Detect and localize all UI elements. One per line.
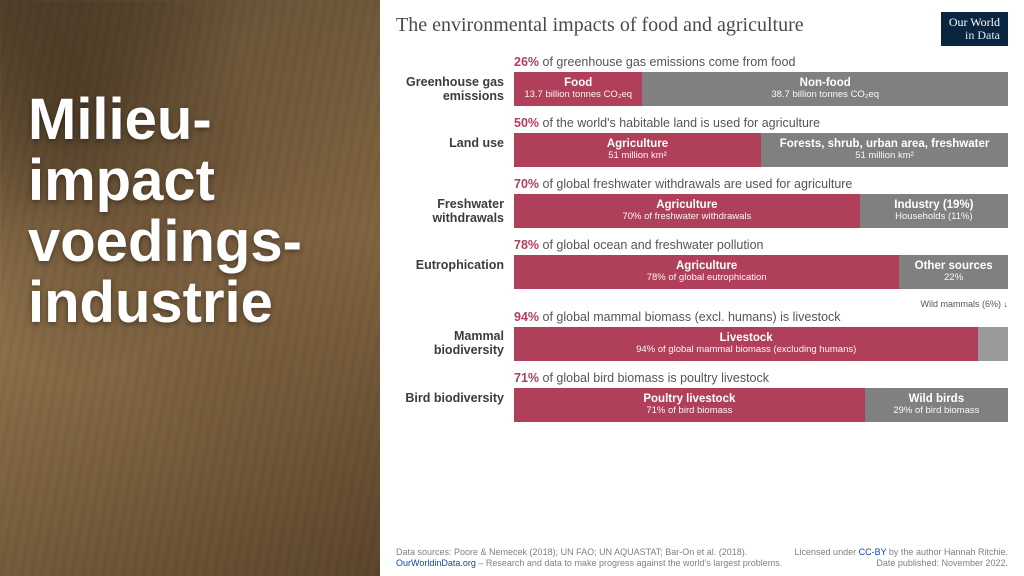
headline-text: of global mammal biomass (excl. humans) … bbox=[539, 310, 841, 324]
footer-license: Licensed under CC-BY by the author Hanna… bbox=[795, 547, 1008, 559]
segment-sub: 38.7 billion tonnes CO₂eq bbox=[771, 90, 879, 100]
row-body: 26% of greenhouse gas emissions come fro… bbox=[514, 55, 1008, 106]
row-label: Mammal biodiversity bbox=[396, 299, 514, 358]
footer-date: Date published: November 2022. bbox=[795, 558, 1008, 570]
segment-sub: 22% bbox=[944, 273, 963, 283]
slide-title: Milieu-impactvoedings-industrie bbox=[0, 0, 380, 334]
row-headline: 71% of global bird biomass is poultry li… bbox=[514, 371, 1008, 385]
bar-segment: Wild birds29% of bird biomass bbox=[865, 388, 1008, 422]
chart-row: Bird biodiversity71% of global bird biom… bbox=[396, 371, 1008, 422]
headline-pct: 71% bbox=[514, 371, 539, 385]
row-label: Eutrophication bbox=[396, 238, 514, 272]
row-headline: 50% of the world's habitable land is use… bbox=[514, 116, 1008, 130]
stacked-bar: Livestock94% of global mammal biomass (e… bbox=[514, 327, 1008, 361]
chart-row: Mammal biodiversityWild mammals (6%) ↓94… bbox=[396, 299, 1008, 361]
headline-text: of the world's habitable land is used fo… bbox=[539, 116, 820, 130]
bar-segment: Industry (19%)Households (11%) bbox=[860, 194, 1008, 228]
segment-sub: 51 million km² bbox=[855, 151, 914, 161]
page: Milieu-impactvoedings-industrie Our Worl… bbox=[0, 0, 1024, 576]
bar-segment: Poultry livestock71% of bird biomass bbox=[514, 388, 865, 422]
row-label: Freshwater withdrawals bbox=[396, 177, 514, 226]
segment-sub: 29% of bird biomass bbox=[893, 406, 979, 416]
segment-sub: 71% of bird biomass bbox=[646, 406, 732, 416]
bar-segment: Agriculture70% of freshwater withdrawals bbox=[514, 194, 860, 228]
headline-text: of global freshwater withdrawals are use… bbox=[539, 177, 852, 191]
row-body: Wild mammals (6%) ↓94% of global mammal … bbox=[514, 299, 1008, 361]
chart-row: Eutrophication78% of global ocean and fr… bbox=[396, 238, 1008, 289]
tail-note: Wild mammals (6%) ↓ bbox=[514, 299, 1008, 309]
slide-title-line: voedings- bbox=[28, 212, 352, 273]
headline-pct: 50% bbox=[514, 116, 539, 130]
stacked-bar: Poultry livestock71% of bird biomassWild… bbox=[514, 388, 1008, 422]
footer: Data sources: Poore & Nemecek (2018); UN… bbox=[396, 547, 1008, 570]
segment-sub: 70% of freshwater withdrawals bbox=[622, 212, 751, 222]
slide-title-line: industrie bbox=[28, 273, 352, 334]
bar-segment: Livestock94% of global mammal biomass (e… bbox=[514, 327, 978, 361]
slide-title-line: Milieu- bbox=[28, 90, 352, 151]
footer-site: OurWorldinData.org – Research and data t… bbox=[396, 558, 782, 570]
footer-sources: Data sources: Poore & Nemecek (2018); UN… bbox=[396, 547, 782, 559]
bar-segment: Other sources22% bbox=[899, 255, 1008, 289]
footer-left: Data sources: Poore & Nemecek (2018); UN… bbox=[396, 547, 782, 570]
headline-pct: 94% bbox=[514, 310, 539, 324]
stacked-bar: Food13.7 billion tonnes CO₂eqNon-food38.… bbox=[514, 72, 1008, 106]
headline-pct: 70% bbox=[514, 177, 539, 191]
headline-text: of global bird biomass is poultry livest… bbox=[539, 371, 769, 385]
bar-segment: Non-food38.7 billion tonnes CO₂eq bbox=[642, 72, 1008, 106]
chart-row: Land use50% of the world's habitable lan… bbox=[396, 116, 1008, 167]
row-body: 78% of global ocean and freshwater pollu… bbox=[514, 238, 1008, 289]
bar-segment: Food13.7 billion tonnes CO₂eq bbox=[514, 72, 642, 106]
badge-line2: in Data bbox=[949, 29, 1000, 42]
segment-sub: 51 million km² bbox=[608, 151, 667, 161]
row-headline: 78% of global ocean and freshwater pollu… bbox=[514, 238, 1008, 252]
segment-sub: Households (11%) bbox=[895, 212, 972, 222]
chart-row: Greenhouse gas emissions26% of greenhous… bbox=[396, 55, 1008, 106]
chart-title: The environmental impacts of food and ag… bbox=[396, 14, 1008, 37]
footer-right: Licensed under CC-BY by the author Hanna… bbox=[795, 547, 1008, 570]
row-headline: 94% of global mammal biomass (excl. huma… bbox=[514, 310, 1008, 324]
slide-title-line: impact bbox=[28, 151, 352, 212]
owid-badge: Our World in Data bbox=[941, 12, 1008, 46]
headline-pct: 78% bbox=[514, 238, 539, 252]
row-headline: 26% of greenhouse gas emissions come fro… bbox=[514, 55, 1008, 69]
row-headline: 70% of global freshwater withdrawals are… bbox=[514, 177, 1008, 191]
row-label: Greenhouse gas emissions bbox=[396, 55, 514, 104]
headline-pct: 26% bbox=[514, 55, 539, 69]
row-body: 70% of global freshwater withdrawals are… bbox=[514, 177, 1008, 228]
headline-text: of global ocean and freshwater pollution bbox=[539, 238, 763, 252]
chart-row: Freshwater withdrawals70% of global fres… bbox=[396, 177, 1008, 228]
row-body: 50% of the world's habitable land is use… bbox=[514, 116, 1008, 167]
bar-segment: Agriculture51 million km² bbox=[514, 133, 761, 167]
row-body: 71% of global bird biomass is poultry li… bbox=[514, 371, 1008, 422]
row-label: Bird biodiversity bbox=[396, 371, 514, 405]
chart-panel: Our World in Data The environmental impa… bbox=[380, 0, 1024, 576]
bar-segment: Agriculture78% of global eutrophication bbox=[514, 255, 899, 289]
chart-rows: Greenhouse gas emissions26% of greenhous… bbox=[396, 55, 1008, 422]
owid-link[interactable]: OurWorldinData.org bbox=[396, 558, 476, 568]
headline-text: of greenhouse gas emissions come from fo… bbox=[539, 55, 795, 69]
stacked-bar: Agriculture70% of freshwater withdrawals… bbox=[514, 194, 1008, 228]
footer-tagline: – Research and data to make progress aga… bbox=[476, 558, 782, 568]
row-label: Land use bbox=[396, 116, 514, 150]
stacked-bar: Agriculture51 million km²Forests, shrub,… bbox=[514, 133, 1008, 167]
cc-by-link[interactable]: CC-BY bbox=[859, 547, 887, 557]
bar-segment: Forests, shrub, urban area, freshwater51… bbox=[761, 133, 1008, 167]
segment-sub: 94% of global mammal biomass (excluding … bbox=[636, 345, 856, 355]
bar-segment bbox=[978, 327, 1008, 361]
segment-sub: 78% of global eutrophication bbox=[647, 273, 767, 283]
left-panel: Milieu-impactvoedings-industrie bbox=[0, 0, 380, 576]
stacked-bar: Agriculture78% of global eutrophicationO… bbox=[514, 255, 1008, 289]
segment-sub: 13.7 billion tonnes CO₂eq bbox=[524, 90, 632, 100]
